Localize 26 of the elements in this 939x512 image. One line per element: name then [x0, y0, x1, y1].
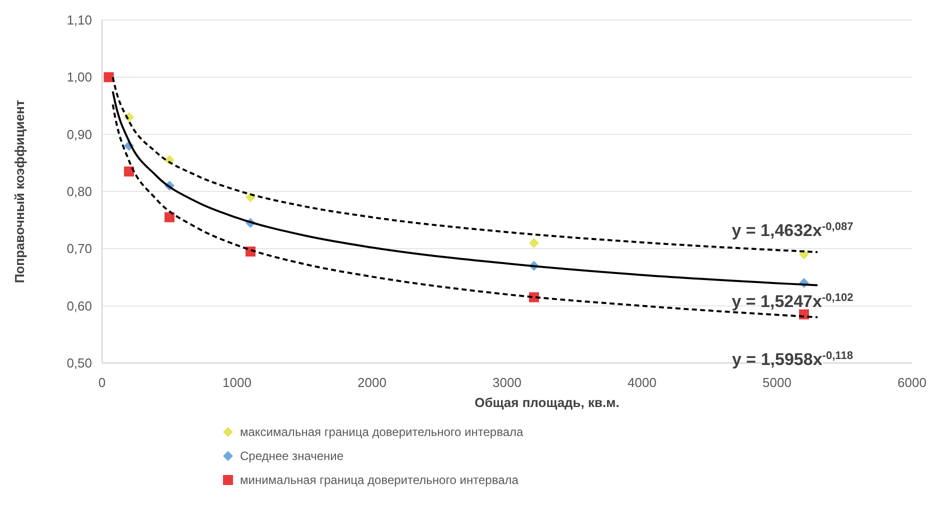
- x-tick-label: 6000: [898, 375, 926, 390]
- x-tick-label: 0: [98, 375, 106, 390]
- point: [104, 72, 114, 82]
- y-tick-label: 1,10: [66, 12, 92, 28]
- y-tick-label: 0,80: [66, 184, 92, 200]
- y-tick-label: 0,60: [66, 298, 92, 314]
- annotation: y = 1,4632x$^{-0,087}$: [732, 221, 854, 240]
- point: [529, 238, 539, 248]
- x-tick-label: 4000: [628, 375, 656, 390]
- y-tick-label: 0,70: [66, 241, 92, 256]
- y-tick-label: 0,50: [66, 356, 92, 371]
- x-tick-label: 2000: [358, 375, 386, 390]
- legend-label: Среднее значение: [240, 449, 344, 464]
- y-axis-title: Поправочный коэффициент: [12, 100, 27, 284]
- x-tick-label: 3000: [492, 375, 522, 390]
- legend-label: минимальная граница доверительного интервала: [240, 473, 519, 488]
- point: [124, 166, 134, 176]
- y-tick-label: 0,90: [66, 126, 92, 142]
- annotation: y = 1,5958x$^{-0,118}$: [732, 350, 853, 370]
- y-tick-label: 1,00: [66, 70, 92, 85]
- x-tick-label: 5000: [762, 375, 792, 390]
- legend-label: максимальная граница доверительного интервала: [240, 425, 524, 440]
- x-tick-label: 1000: [222, 375, 252, 390]
- point: [164, 212, 174, 222]
- x-axis-title: Общая площадь, кв.м.: [474, 395, 620, 410]
- annotation: y = 1,5247x$^{-0,102}$: [732, 292, 854, 312]
